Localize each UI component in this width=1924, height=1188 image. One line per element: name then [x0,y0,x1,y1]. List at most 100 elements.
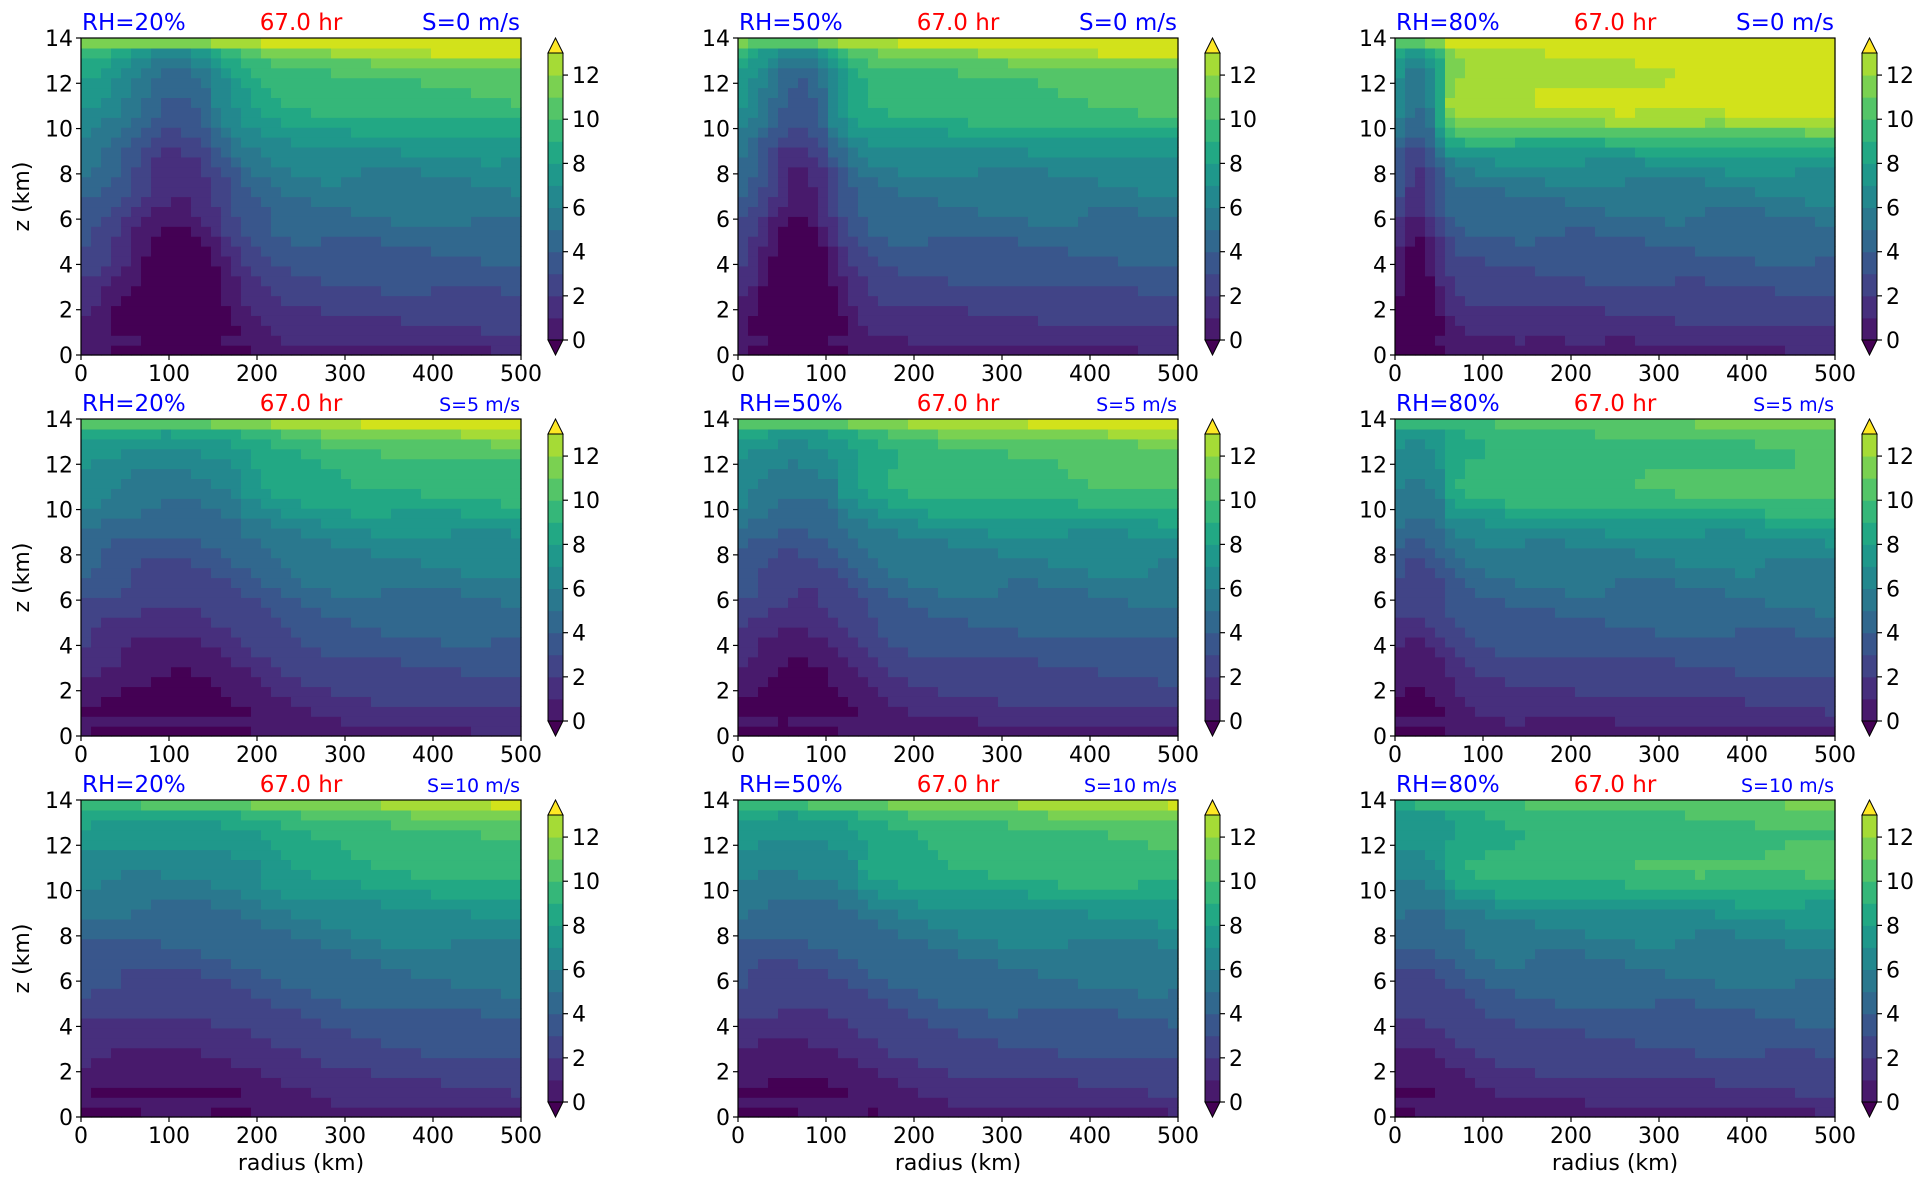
heatmap-cell [1655,275,1666,287]
heatmap-cell [81,419,92,430]
heatmap-cell [1755,255,1766,267]
heatmap-cell [808,265,819,277]
heatmap-cell [1675,226,1686,237]
heatmap-cell [421,285,432,297]
heatmap-cell [1685,97,1696,108]
heatmap-cell [1755,236,1766,247]
heatmap-cell [201,617,212,628]
heatmap-cell [838,265,849,277]
heatmap-cell [111,557,122,569]
heatmap-cell [1595,77,1606,89]
heatmap-cell [748,325,759,336]
heatmap-cell [1465,57,1476,69]
heatmap-cell [848,275,859,287]
heatmap-cell [1705,97,1716,108]
heatmap-cell [858,137,869,148]
heatmap-cell [141,97,152,108]
colorbar-segment [1862,97,1877,120]
heatmap-cell [1805,265,1816,277]
heatmap-cell [918,127,929,138]
heatmap-cell [818,107,829,118]
heatmap-cell [1645,216,1656,227]
heatmap-cell [181,726,192,737]
heatmap-cell [1545,127,1556,138]
heatmap-cell [1645,117,1656,128]
heatmap-cell [828,335,839,346]
heatmap-cell [1018,166,1029,178]
heatmap-cell [1645,38,1656,49]
heatmap-cell [858,127,869,138]
heatmap-cell [898,255,909,267]
heatmap-cell [1475,196,1486,208]
heatmap-cell [1765,127,1776,138]
heatmap-cell [161,527,172,539]
heatmap-cell [131,617,142,628]
heatmap-cell [431,67,442,79]
heatmap-cell [91,186,102,198]
heatmap-cell [1425,345,1436,356]
heatmap-cell [391,325,402,336]
heatmap-cell [908,265,919,277]
heatmap-cell [1028,295,1039,307]
heatmap-cell [431,166,442,178]
heatmap-cell [1395,275,1406,287]
heatmap-cell [1058,275,1069,287]
heatmap-cell [1805,97,1816,108]
heatmap-cell [1525,87,1536,99]
heatmap-cell [451,87,462,99]
heatmap-cell [1415,305,1426,316]
heatmap-cell [101,57,112,69]
heatmap-cell [151,146,162,158]
heatmap-cell [1725,246,1736,257]
heatmap-cell [1625,345,1636,356]
heatmap-cell [818,246,829,257]
heatmap-cell [191,176,202,188]
heatmap-cell [1008,295,1019,307]
heatmap-cell [1555,38,1566,49]
heatmap-cell [151,537,162,549]
heatmap-cell [1625,87,1636,99]
heatmap-cell [181,438,192,450]
heatmap-cell [1805,107,1816,118]
heatmap-cell [758,67,769,79]
heatmap-cell [998,117,1009,128]
heatmap-cell [1475,305,1486,316]
heatmap-cell [778,127,789,138]
heatmap-cell [1615,156,1626,168]
heatmap-cell [81,166,92,178]
heatmap-cell [1505,117,1516,128]
heatmap-cell [151,216,162,227]
heatmap-cell [1138,315,1149,326]
heatmap-cell [281,275,292,287]
heatmap-cell [878,216,889,227]
heatmap-cell [788,226,799,237]
heatmap-cell [1465,255,1476,267]
heatmap-cell [91,226,102,237]
heatmap-cell [908,146,919,158]
heatmap-cell [988,335,999,346]
heatmap-cell [848,97,859,108]
heatmap-cell [221,285,232,297]
heatmap-cell [171,518,182,529]
heatmap-cell [988,206,999,217]
heatmap-cell [241,236,252,247]
heatmap-cell [1148,246,1159,257]
heatmap-cell [441,275,452,287]
heatmap-cell [91,107,102,118]
colorbar-tick-label: 6 [572,197,586,222]
heatmap-cell [161,186,172,198]
heatmap-cell [151,275,162,287]
heatmap-cell [1128,186,1139,198]
heatmap-cell [111,438,122,450]
heatmap-cell [1068,127,1079,138]
heatmap-cell [331,87,342,99]
heatmap-cell [1158,226,1169,237]
heatmap-cell [201,236,212,247]
heatmap-cell [1138,216,1149,227]
heatmap-cell [1495,77,1506,89]
heatmap-cell [1555,305,1566,316]
heatmap-cell [121,137,132,148]
heatmap-cell [808,335,819,346]
heatmap-cell [181,607,192,618]
heatmap-cell [1795,137,1806,148]
